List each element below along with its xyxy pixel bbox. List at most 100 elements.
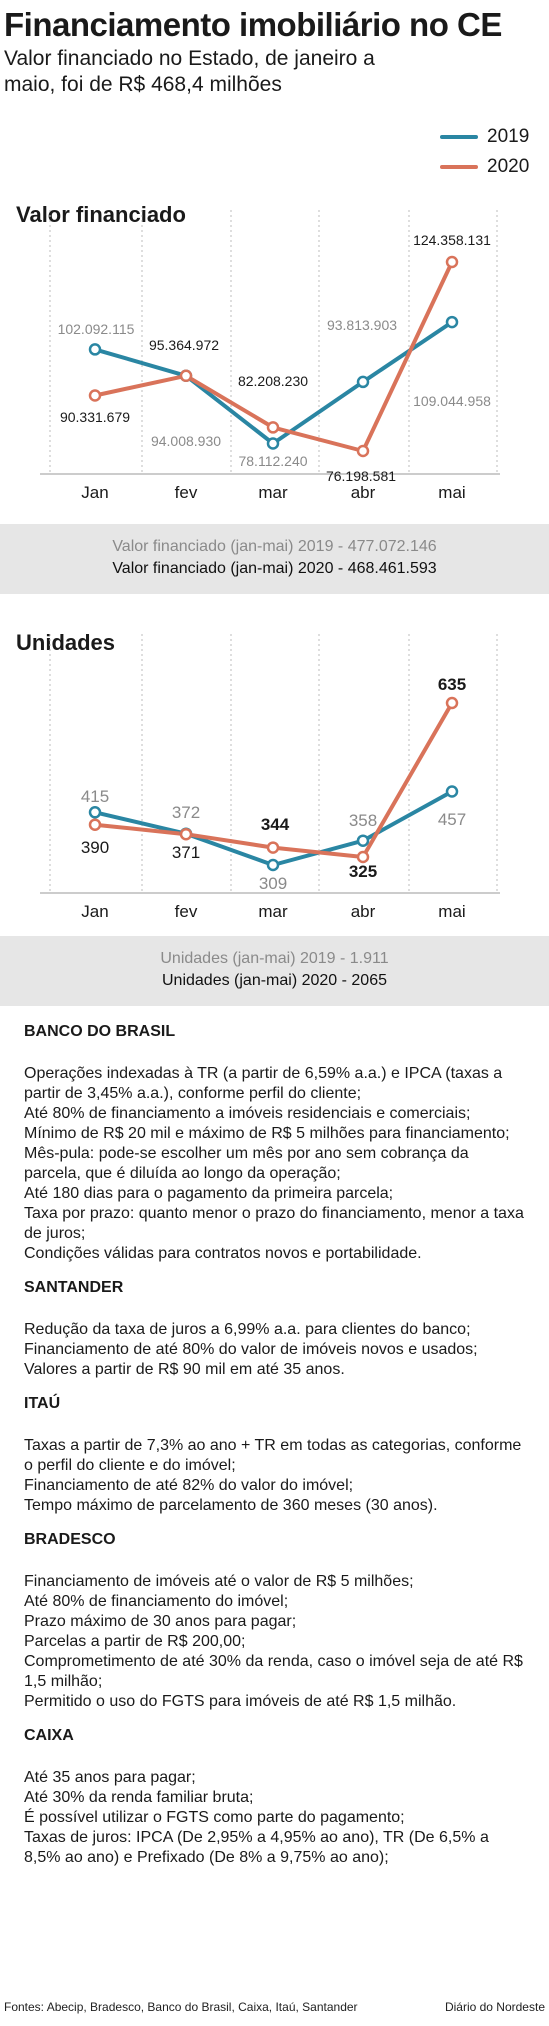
- x-tick-label: mai: [438, 483, 465, 502]
- bank-items: Financiamento de imóveis até o valor de …: [24, 1572, 524, 1712]
- chart-valor-title: Valor financiado: [16, 202, 186, 227]
- data-label-2020: 635: [438, 675, 466, 694]
- data-label-2019: 415: [81, 787, 109, 806]
- data-point-2020: [88, 389, 102, 402]
- data-point-2020: [445, 255, 459, 269]
- data-label-2020: 124.358.131: [413, 232, 491, 248]
- x-tick-label: abr: [351, 902, 376, 921]
- list-item: Parcelas a partir de R$ 200,00;: [24, 1633, 246, 1650]
- data-label-2019: 358: [349, 811, 377, 830]
- data-label-2020: 344: [261, 815, 290, 834]
- bank-items: Até 35 anos para pagar; Até 30% da renda…: [24, 1768, 524, 1868]
- data-label-2020: 95.364.972: [149, 337, 219, 353]
- total-valor-2019: Valor financiado (jan-mai) 2019 - 477.07…: [112, 538, 437, 555]
- list-item: Financiamento de imóveis até o valor de …: [24, 1573, 414, 1590]
- x-tick-label: mar: [258, 902, 288, 921]
- legend-swatch-2020: [440, 165, 478, 169]
- data-point-2020: [179, 369, 193, 383]
- data-point-2020: [445, 696, 459, 710]
- list-item: Até 30% da renda familiar bruta;: [24, 1789, 254, 1806]
- list-item: É possível utilizar o FGTS como parte do…: [24, 1809, 405, 1826]
- list-item: Tempo máximo de parcelamento de 360 mese…: [24, 1497, 438, 1514]
- data-point-2019: [356, 375, 370, 389]
- list-item: Permitido o uso do FGTS para imóveis de …: [24, 1693, 457, 1710]
- footer: Fontes: Abecip, Bradesco, Banco do Brasi…: [4, 2000, 545, 2014]
- chart-unidades: Jan fev mar abr mai 415 372 309 358 457 390 371 344 3…: [40, 634, 500, 921]
- list-item: Até 80% de financiamento a imóveis resid…: [24, 1105, 471, 1122]
- chart-unidades-title: Unidades: [16, 630, 116, 655]
- x-tick-label: mai: [438, 902, 465, 921]
- data-point-2019: [356, 834, 370, 847]
- list-item: Até 80% de financiamento do imóvel;: [24, 1593, 289, 1610]
- data-label-2019: 102.092.115: [58, 321, 135, 337]
- x-tick-label: fev: [175, 483, 198, 502]
- list-item: Mínimo de R$ 20 mil e máximo de R$ 5 mil…: [24, 1125, 510, 1142]
- data-label-2020: 90.331.679: [60, 409, 130, 425]
- bank-name: BRADESCO: [24, 1531, 116, 1548]
- legend-swatch-2019: [440, 135, 478, 139]
- data-point-2020: [88, 818, 102, 831]
- totals-valor: Valor financiado (jan-mai) 2019 - 477.07…: [0, 524, 549, 594]
- bank-name: SANTANDER: [24, 1279, 124, 1296]
- data-point-2019: [445, 315, 459, 329]
- list-item: Financiamento de até 80% do valor de imó…: [24, 1341, 478, 1358]
- data-point-2019: [445, 785, 459, 798]
- data-label-2020: 325: [349, 862, 377, 881]
- bank-santander: SANTANDER Redução da taxa de juros a 6,9…: [24, 1278, 524, 1380]
- total-unidades-2020: Unidades (jan-mai) 2020 - 2065: [161, 972, 387, 989]
- data-label-2019: 109.044.958: [413, 393, 491, 409]
- data-point-2019: [88, 806, 102, 819]
- data-label-2019: 309: [259, 874, 287, 893]
- x-tick-label: mar: [258, 483, 288, 502]
- x-tick-label: fev: [175, 902, 198, 921]
- data-point-2019: [266, 858, 280, 872]
- list-item: Até 180 dias para o pagamento da primeir…: [24, 1185, 394, 1202]
- data-label-2020: 390: [81, 838, 109, 857]
- legend-label-2019: 2019: [487, 126, 530, 147]
- data-label-2020: 371: [172, 843, 200, 862]
- data-label-2019: 93.813.903: [327, 317, 397, 333]
- list-item: Valores a partir de R$ 90 mil em até 35 …: [24, 1361, 345, 1378]
- list-item: Até 35 anos para pagar;: [24, 1769, 196, 1786]
- list-item: Taxas de juros: IPCA (De 2,95% a 4,95% a…: [24, 1829, 489, 1866]
- list-item: Redução da taxa de juros a 6,99% a.a. pa…: [24, 1321, 471, 1338]
- data-label-2019: 457: [438, 810, 466, 829]
- list-item: Prazo máximo de 30 anos para pagar;: [24, 1613, 297, 1630]
- bank-name: BANCO DO BRASIL: [24, 1023, 176, 1040]
- legend-item-2019: 2019: [440, 122, 529, 152]
- footer-credit: Diário do Nordeste: [444, 2000, 545, 2014]
- bank-banco-do-brasil: BANCO DO BRASIL Operações indexadas à TR…: [24, 1022, 524, 1264]
- data-label-2020: 76.198.581: [326, 468, 396, 484]
- list-item: Mês-pula: pode-se escolher um mês por an…: [24, 1145, 469, 1182]
- bank-itau: ITAÚ Taxas a partir de 7,3% ao ano + TR …: [24, 1394, 524, 1516]
- bank-items: Operações indexadas à TR (a partir de 6,…: [24, 1064, 524, 1264]
- list-item: Operações indexadas à TR (a partir de 6,…: [24, 1065, 503, 1102]
- legend-item-2020: 2020: [440, 152, 529, 182]
- bank-name: ITAÚ: [24, 1395, 61, 1412]
- bank-bradesco: BRADESCO Financiamento de imóveis até o …: [24, 1530, 524, 1712]
- data-label-2019: 94.008.930: [151, 433, 221, 449]
- legend-label-2020: 2020: [487, 156, 530, 177]
- bank-conditions: BANCO DO BRASIL Operações indexadas à TR…: [24, 1022, 524, 1882]
- bank-items: Taxas a partir de 7,3% ao ano + TR em to…: [24, 1436, 524, 1516]
- bank-name: CAIXA: [24, 1727, 74, 1744]
- chart-valor-financiado: Jan fev mar abr mai 102.092.115 94.008.930 78.1…: [40, 210, 500, 502]
- list-item: Condições válidas para contratos novos e…: [24, 1245, 422, 1262]
- data-point-2020: [266, 841, 280, 854]
- x-tick-label: Jan: [81, 483, 108, 502]
- list-item: Comprometimento de até 30% da renda, cas…: [24, 1653, 523, 1690]
- data-point-2020: [266, 421, 280, 434]
- list-item: Taxas a partir de 7,3% ao ano + TR em to…: [24, 1437, 522, 1474]
- footer-sources: Fontes: Abecip, Bradesco, Banco do Brasi…: [4, 2000, 358, 2014]
- chart-legend: 2019 2020: [440, 122, 529, 182]
- data-point-2020: [179, 827, 193, 841]
- data-label-2019: 372: [172, 803, 200, 822]
- total-valor-2020: Valor financiado (jan-mai) 2020 - 468.46…: [112, 560, 437, 577]
- list-item: Financiamento de até 82% do valor do imó…: [24, 1477, 354, 1494]
- data-point-2019: [266, 437, 280, 450]
- data-point-2019: [88, 343, 102, 356]
- data-label-2020: 82.208.230: [238, 373, 308, 389]
- bank-caixa: CAIXA Até 35 anos para pagar; Até 30% da…: [24, 1726, 524, 1868]
- x-tick-label: Jan: [81, 902, 108, 921]
- page-subtitle: Valor financiado no Estado, de janeiro a…: [4, 47, 375, 96]
